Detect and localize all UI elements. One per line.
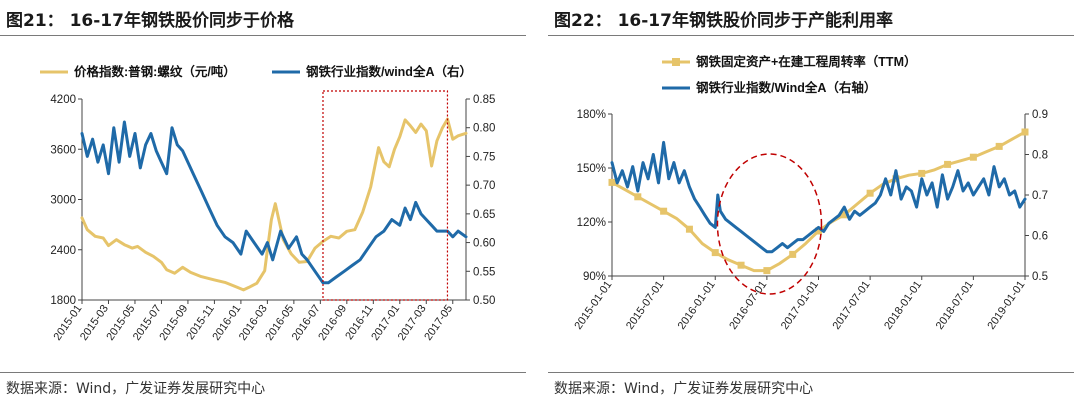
series-marker — [737, 261, 745, 269]
y-right-tick-label: 0.80 — [473, 123, 495, 135]
chart-panel-left: 图21： 16-17年钢铁股价同步于价格 价格指数:普钢:螺纹（元/吨） 钢铁行业… — [0, 11, 526, 397]
y-right-tick-label: 0.8 — [1032, 150, 1048, 162]
series-marker — [815, 227, 822, 235]
series-marker — [634, 193, 642, 201]
x-tick-label: 2016-07-01 — [727, 279, 769, 332]
x-tick-label: 2015-07-01 — [624, 279, 666, 332]
series-marker — [685, 225, 693, 233]
chart-panel-right: 图22： 16-17年钢铁股价同步于产能利用率 钢铁固定资产+在建工程周转率（T… — [548, 0, 1080, 409]
y-right-tick-label: 0.50 — [473, 295, 495, 307]
x-tick-label: 2017-01-01 — [779, 279, 821, 332]
x-tick-label: 2018-07-01 — [934, 279, 976, 332]
figure-title: 图21： 16-17年钢铁股价同步于价格 — [6, 11, 294, 31]
y-right-tick-label: 0.6 — [1032, 231, 1048, 243]
y-left-tick-label: 3000 — [50, 195, 76, 207]
series-marker — [711, 249, 719, 257]
y-right-tick-label: 0.85 — [473, 94, 495, 106]
series-marker — [969, 153, 977, 161]
y-left-tick-label: 1800 — [50, 295, 76, 307]
series-marker — [995, 142, 1003, 150]
source-note: 数据来源：Wind，广发证券发展研究中心 — [554, 381, 814, 397]
source-note: 数据来源：Wind，广发证券发展研究中心 — [6, 381, 266, 397]
series-marker — [763, 267, 771, 275]
bottom-rule — [548, 372, 1074, 373]
y-right-tick-label: 0.9 — [1032, 109, 1048, 121]
series-marker — [918, 169, 926, 177]
y-left-tick-label: 3600 — [50, 144, 76, 156]
y-left-tick-label: 180% — [577, 109, 606, 121]
figure-title: 图22： 16-17年钢铁股价同步于产能利用率 — [554, 11, 893, 31]
x-tick-label: 2017-07-01 — [830, 279, 872, 332]
legend-label: 价格指数:普钢:螺纹（元/吨） — [74, 64, 236, 79]
series-line — [610, 140, 1027, 254]
legend-label: 钢铁固定资产+在建工程周转率（TTM） — [696, 54, 916, 69]
y-right-tick-label: 0.75 — [473, 151, 495, 163]
series-marker — [1021, 128, 1029, 136]
series-marker — [608, 178, 616, 186]
chart-svg-left: 价格指数:普钢:螺纹（元/吨） 钢铁行业指数/wind全A（右） 4200 3600 3… — [40, 64, 495, 343]
legend-marker — [672, 58, 680, 66]
legend-label: 钢铁行业指数/Wind全A（右轴） — [696, 80, 876, 95]
y-right-tick-label: 0.7 — [1032, 190, 1048, 202]
y-right-tick-label: 0.65 — [473, 209, 495, 221]
y-left-tick-label: 150% — [577, 163, 606, 175]
series-marker — [789, 250, 797, 258]
series-marker — [840, 211, 848, 219]
highlight-ellipse — [716, 153, 823, 295]
chart-svg-right: 钢铁固定资产+在建工程周转率（TTM） 钢铁行业指数/Wind全A（右轴） 180%… — [572, 54, 1048, 332]
y-left-tick-label: 120% — [577, 217, 606, 229]
y-left-tick-label: 2400 — [50, 245, 76, 257]
series-line — [80, 117, 468, 292]
series-line — [80, 120, 468, 285]
y-right-tick-label: 0.60 — [473, 238, 495, 250]
highlight-box — [322, 90, 449, 301]
y-right-tick-label: 0.55 — [473, 266, 495, 278]
y-left-tick-label: 4200 — [50, 94, 76, 106]
series-marker — [660, 207, 668, 215]
y-right-tick-label: 0.5 — [1032, 271, 1048, 283]
y-right-tick-label: 0.70 — [473, 180, 495, 192]
x-tick-label: 2016-01-01 — [676, 279, 718, 332]
series-marker — [944, 160, 952, 168]
series-marker — [866, 189, 874, 197]
bottom-rule — [0, 372, 526, 373]
top-rule — [548, 35, 1074, 36]
x-tick-label: 2015-01-01 — [572, 279, 614, 332]
x-tick-label: 2019-01-01 — [985, 279, 1027, 332]
x-tick-label: 2018-01-01 — [882, 279, 924, 332]
legend-label: 钢铁行业指数/wind全A（右） — [306, 64, 472, 79]
top-rule — [0, 35, 526, 36]
y-left-tick-label: 90% — [583, 271, 606, 283]
